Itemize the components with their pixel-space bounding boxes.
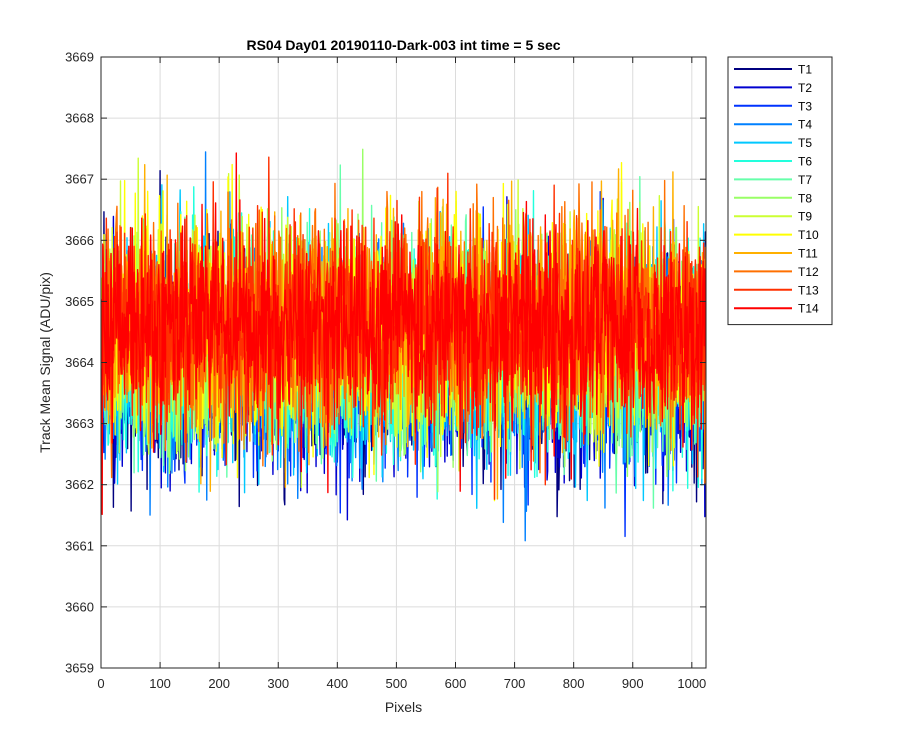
x-tick-label: 500 xyxy=(386,676,408,691)
legend-label-T4: T4 xyxy=(798,118,812,132)
y-axis-title: Track Mean Signal (ADU/pix) xyxy=(37,272,53,453)
x-tick-label: 1000 xyxy=(677,676,706,691)
x-tick-label: 800 xyxy=(563,676,585,691)
legend: T1 T2 T3 T4 T5 T6 T7 T8 T9 T10 T11 T12 T13 T14 xyxy=(727,56,833,326)
legend-label-T6: T6 xyxy=(798,155,812,169)
y-tick-label: 3665 xyxy=(65,294,94,309)
legend-label-T14: T14 xyxy=(798,302,819,316)
x-tick-label: 200 xyxy=(208,676,230,691)
y-tick-label: 3669 xyxy=(65,50,94,65)
x-tick-label: 0 xyxy=(97,676,104,691)
y-tick-label: 3668 xyxy=(65,111,94,126)
legend-label-T5: T5 xyxy=(798,136,812,150)
legend-label-T1: T1 xyxy=(798,63,812,77)
legend-label-T11: T11 xyxy=(798,247,818,261)
y-tick-label: 3659 xyxy=(65,661,94,676)
x-tick-label: 600 xyxy=(445,676,467,691)
x-tick-label: 300 xyxy=(267,676,289,691)
x-tick-label: 700 xyxy=(504,676,526,691)
legend-label-T8: T8 xyxy=(798,191,812,205)
ticks: 0 100 200 300 400 500 600 700 800 900 1000 3659 3660… xyxy=(65,50,706,692)
y-tick-label: 3666 xyxy=(65,233,94,248)
legend-label-T7: T7 xyxy=(798,173,812,187)
legend-label-T2: T2 xyxy=(798,81,812,95)
y-tick-label: 3667 xyxy=(65,172,94,187)
x-axis-title: Pixels xyxy=(385,699,422,715)
legend-label-T13: T13 xyxy=(798,283,819,297)
legend-label-T10: T10 xyxy=(798,228,819,242)
series-lines xyxy=(101,148,706,542)
legend-label-T3: T3 xyxy=(798,99,812,113)
x-tick-label: 100 xyxy=(149,676,171,691)
y-tick-label: 3660 xyxy=(65,599,94,614)
x-tick-label: 900 xyxy=(622,676,644,691)
y-tick-label: 3664 xyxy=(65,355,94,370)
series-line-T14 xyxy=(101,152,706,516)
chart-title: RS04 Day01 20190110-Dark-003 int time = … xyxy=(246,37,560,53)
y-tick-label: 3661 xyxy=(65,538,94,553)
legend-label-T9: T9 xyxy=(798,210,812,224)
x-tick-label: 400 xyxy=(326,676,348,691)
legend-label-T12: T12 xyxy=(798,265,819,279)
legend-box xyxy=(727,56,833,326)
y-tick-label: 3663 xyxy=(65,416,94,431)
y-tick-label: 3662 xyxy=(65,477,94,492)
